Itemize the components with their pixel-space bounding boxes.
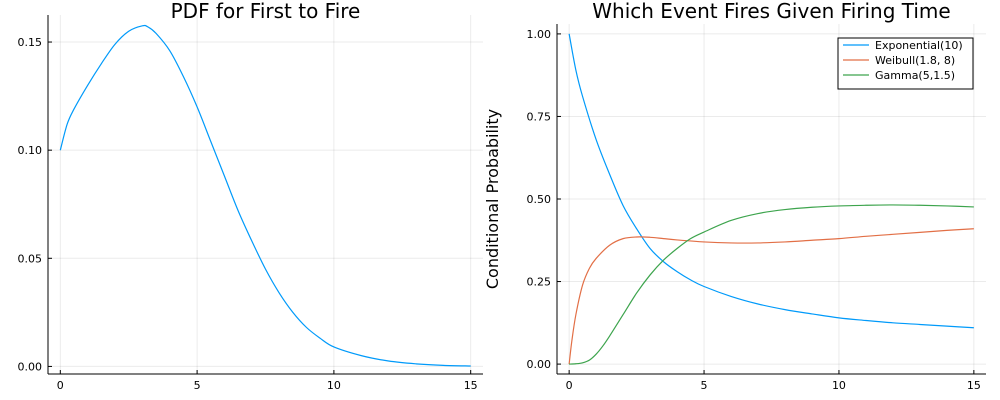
y-tick-label: 0.10 [18, 144, 43, 157]
legend-entry: Gamma(5,1.5) [875, 69, 955, 82]
y-axis-label: Conditional Probability [483, 109, 502, 289]
x-tick-label: 15 [967, 379, 981, 392]
x-tick-label: 10 [832, 379, 846, 392]
x-tick-label: 10 [327, 379, 341, 392]
y-tick-label: 0.75 [527, 110, 552, 123]
y-tick-label: 0.50 [527, 193, 552, 206]
y-tick-label: 0.05 [18, 252, 43, 265]
y-tick-label: 1.00 [527, 28, 552, 41]
chart-which-event-fires: Which Event Fires Given Firing Time Cond… [483, 0, 986, 392]
x-tick-label: 0 [57, 379, 64, 392]
y-tick-label: 0.00 [527, 358, 552, 371]
chart-title: PDF for First to Fire [171, 0, 361, 23]
x-tick-label: 5 [701, 379, 708, 392]
legend-entry: Weibull(1.8, 8) [875, 54, 955, 67]
y-tick-label: 0.25 [527, 276, 552, 289]
chart-pdf-first-to-fire: PDF for First to Fire 0 5 10 15 0.00 0.05 0.10… [18, 0, 483, 392]
legend-entry: Exponential(10) [875, 39, 963, 52]
y-tick-label: 0.00 [18, 360, 43, 373]
series-line-0 [568, 33, 974, 329]
x-tick-label: 5 [194, 379, 201, 392]
series-line-0 [59, 24, 471, 367]
x-tick-label: 15 [464, 379, 478, 392]
y-tick-label: 0.15 [18, 36, 43, 49]
chart-title: Which Event Fires Given Firing Time [592, 0, 950, 23]
series-line-2 [569, 204, 974, 365]
series-line-1 [568, 228, 974, 365]
legend-box [837, 37, 974, 90]
x-tick-label: 0 [566, 379, 573, 392]
